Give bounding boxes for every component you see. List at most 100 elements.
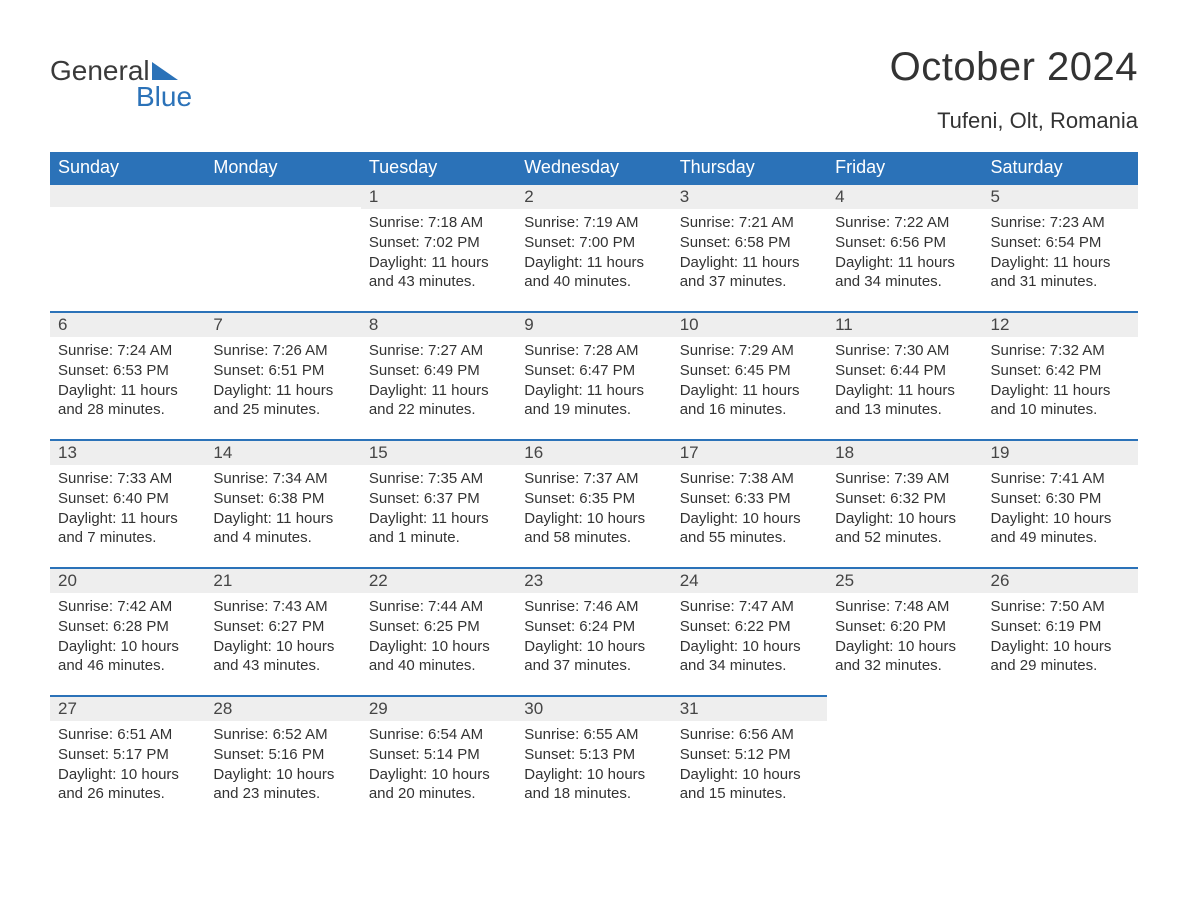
daylight-line: Daylight: 11 hours and 40 minutes. (524, 253, 663, 293)
calendar-cell (827, 695, 982, 823)
sunrise-line: Sunrise: 7:27 AM (369, 341, 508, 361)
sunrise-line: Sunrise: 7:32 AM (991, 341, 1130, 361)
day-details: Sunrise: 7:21 AMSunset: 6:58 PMDaylight:… (672, 209, 827, 298)
day-number: 7 (205, 311, 360, 337)
calendar-cell: 15Sunrise: 7:35 AMSunset: 6:37 PMDayligh… (361, 439, 516, 567)
sunrise-line: Sunrise: 7:50 AM (991, 597, 1130, 617)
sunset-line: Sunset: 6:30 PM (991, 489, 1130, 509)
sunrise-line: Sunrise: 7:35 AM (369, 469, 508, 489)
day-number: 9 (516, 311, 671, 337)
daylight-line: Daylight: 10 hours and 23 minutes. (213, 765, 352, 805)
sunrise-line: Sunrise: 7:37 AM (524, 469, 663, 489)
daylight-line: Daylight: 11 hours and 31 minutes. (991, 253, 1130, 293)
sunrise-line: Sunrise: 7:48 AM (835, 597, 974, 617)
daylight-line: Daylight: 11 hours and 16 minutes. (680, 381, 819, 421)
day-number: 2 (516, 183, 671, 209)
day-number: 21 (205, 567, 360, 593)
day-number: 6 (50, 311, 205, 337)
sunset-line: Sunset: 7:02 PM (369, 233, 508, 253)
day-number: 30 (516, 695, 671, 721)
sunrise-line: Sunrise: 7:21 AM (680, 213, 819, 233)
day-number: 4 (827, 183, 982, 209)
calendar-cell: 8Sunrise: 7:27 AMSunset: 6:49 PMDaylight… (361, 311, 516, 439)
sunrise-line: Sunrise: 7:18 AM (369, 213, 508, 233)
logo-text1: General (50, 55, 150, 87)
day-number: 28 (205, 695, 360, 721)
calendar-cell: 31Sunrise: 6:56 AMSunset: 5:12 PMDayligh… (672, 695, 827, 823)
day-number: 14 (205, 439, 360, 465)
day-number: 11 (827, 311, 982, 337)
sunrise-line: Sunrise: 7:24 AM (58, 341, 197, 361)
calendar-week: 27Sunrise: 6:51 AMSunset: 5:17 PMDayligh… (50, 695, 1138, 823)
daylight-line: Daylight: 10 hours and 18 minutes. (524, 765, 663, 805)
sunset-line: Sunset: 6:49 PM (369, 361, 508, 381)
daylight-line: Daylight: 11 hours and 37 minutes. (680, 253, 819, 293)
calendar-week: 1Sunrise: 7:18 AMSunset: 7:02 PMDaylight… (50, 183, 1138, 311)
sunset-line: Sunset: 6:51 PM (213, 361, 352, 381)
sunset-line: Sunset: 6:47 PM (524, 361, 663, 381)
header: General Blue October 2024 Tufeni, Olt, R… (50, 45, 1138, 134)
day-details: Sunrise: 7:44 AMSunset: 6:25 PMDaylight:… (361, 593, 516, 682)
sunrise-line: Sunrise: 7:33 AM (58, 469, 197, 489)
calendar-cell: 1Sunrise: 7:18 AMSunset: 7:02 PMDaylight… (361, 183, 516, 311)
day-details: Sunrise: 7:35 AMSunset: 6:37 PMDaylight:… (361, 465, 516, 554)
day-details: Sunrise: 7:50 AMSunset: 6:19 PMDaylight:… (983, 593, 1138, 682)
sunset-line: Sunset: 6:33 PM (680, 489, 819, 509)
location: Tufeni, Olt, Romania (890, 108, 1138, 134)
day-number: 1 (361, 183, 516, 209)
weekday-header: Monday (205, 152, 360, 183)
calendar-week: 13 Sunrise: 7:33 AMSunset: 6:40 PM Dayligh… (50, 439, 1138, 567)
day-details: Sunrise: 7:30 AMSunset: 6:44 PMDaylight:… (827, 337, 982, 426)
day-details: Sunrise: 7:19 AMSunset: 7:00 PMDaylight:… (516, 209, 671, 298)
day-details: Sunrise: 7:37 AMSunset: 6:35 PMDaylight:… (516, 465, 671, 554)
day-number: 31 (672, 695, 827, 721)
day-details: Sunrise: 6:56 AMSunset: 5:12 PMDaylight:… (672, 721, 827, 810)
sunrise-line: Sunrise: 7:34 AM (213, 469, 352, 489)
daylight-line: Daylight: 10 hours and 55 minutes. (680, 509, 819, 549)
calendar-cell: 16Sunrise: 7:37 AMSunset: 6:35 PMDayligh… (516, 439, 671, 567)
calendar-cell (983, 695, 1138, 823)
calendar-cell: 13Sunrise: 7:33 AMSunset: 6:40 PMDayligh… (50, 439, 205, 567)
sunrise-line: Sunrise: 7:19 AM (524, 213, 663, 233)
sunset-line: Sunset: 6:40 PM (58, 489, 197, 509)
day-details: Sunrise: 7:41 AMSunset: 6:30 PMDaylight:… (983, 465, 1138, 554)
day-details: Sunrise: 6:51 AMSunset: 5:17 PMDaylight:… (50, 721, 205, 810)
daylight-line: Daylight: 10 hours and 29 minutes. (991, 637, 1130, 677)
month-title: October 2024 (890, 45, 1138, 90)
sunrise-line: Sunrise: 6:55 AM (524, 725, 663, 745)
calendar-cell: 19Sunrise: 7:41 AMSunset: 6:30 PMDayligh… (983, 439, 1138, 567)
sunrise-line: Sunrise: 7:41 AM (991, 469, 1130, 489)
day-number: 13 (50, 439, 205, 465)
sunrise-line: Sunrise: 6:52 AM (213, 725, 352, 745)
daylight-line: Daylight: 10 hours and 26 minutes. (58, 765, 197, 805)
day-details: Sunrise: 7:18 AMSunset: 7:02 PMDaylight:… (361, 209, 516, 298)
sunrise-line: Sunrise: 7:22 AM (835, 213, 974, 233)
sunset-line: Sunset: 6:54 PM (991, 233, 1130, 253)
calendar-cell (205, 183, 360, 311)
daylight-line: Daylight: 11 hours and 43 minutes. (369, 253, 508, 293)
day-details: Sunrise: 7:22 AMSunset: 6:56 PMDaylight:… (827, 209, 982, 298)
day-details: Sunrise: 7:32 AMSunset: 6:42 PMDaylight:… (983, 337, 1138, 426)
weekday-header: Sunday (50, 152, 205, 183)
daylight-line: Daylight: 11 hours and 28 minutes. (58, 381, 197, 421)
day-details: Sunrise: 6:54 AMSunset: 5:14 PMDaylight:… (361, 721, 516, 810)
day-number: 5 (983, 183, 1138, 209)
empty-day-bar (50, 183, 205, 207)
day-number: 19 (983, 439, 1138, 465)
daylight-line: Daylight: 11 hours and 34 minutes. (835, 253, 974, 293)
daylight-line: Daylight: 10 hours and 58 minutes. (524, 509, 663, 549)
daylight-line: Daylight: 10 hours and 20 minutes. (369, 765, 508, 805)
day-number: 12 (983, 311, 1138, 337)
calendar-cell: 26Sunrise: 7:50 AMSunset: 6:19 PMDayligh… (983, 567, 1138, 695)
sunset-line: Sunset: 6:42 PM (991, 361, 1130, 381)
sunrise-line: Sunrise: 7:44 AM (369, 597, 508, 617)
day-number: 23 (516, 567, 671, 593)
calendar-cell: 20Sunrise: 7:42 AMSunset: 6:28 PMDayligh… (50, 567, 205, 695)
day-details: Sunrise: 6:52 AMSunset: 5:16 PMDaylight:… (205, 721, 360, 810)
day-details: Sunrise: 7:46 AMSunset: 6:24 PMDaylight:… (516, 593, 671, 682)
day-details: Sunrise: 7:34 AMSunset: 6:38 PMDaylight:… (205, 465, 360, 554)
daylight-line: Daylight: 11 hours and 4 minutes. (213, 509, 352, 549)
empty-day-bar (205, 183, 360, 207)
day-details: Sunrise: 7:39 AMSunset: 6:32 PMDaylight:… (827, 465, 982, 554)
title-block: October 2024 Tufeni, Olt, Romania (890, 45, 1138, 134)
